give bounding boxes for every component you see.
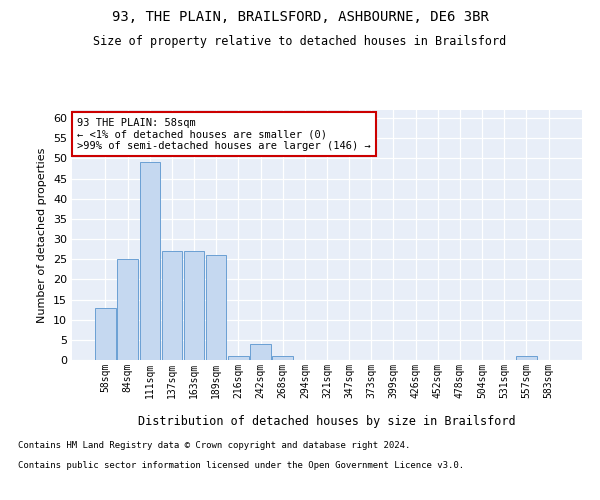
Bar: [161, 251, 182, 360]
Bar: [228, 356, 248, 360]
Bar: [184, 251, 204, 360]
Bar: [250, 344, 271, 360]
Bar: [516, 356, 536, 360]
Text: Contains HM Land Registry data © Crown copyright and database right 2024.: Contains HM Land Registry data © Crown c…: [18, 441, 410, 450]
Text: Distribution of detached houses by size in Brailsford: Distribution of detached houses by size …: [138, 415, 516, 428]
Bar: [95, 308, 116, 360]
Bar: [140, 162, 160, 360]
Bar: [206, 255, 226, 360]
Text: Contains public sector information licensed under the Open Government Licence v3: Contains public sector information licen…: [18, 461, 464, 470]
Text: 93 THE PLAIN: 58sqm
← <1% of detached houses are smaller (0)
>99% of semi-detach: 93 THE PLAIN: 58sqm ← <1% of detached ho…: [77, 118, 371, 150]
Bar: [118, 259, 138, 360]
Text: Size of property relative to detached houses in Brailsford: Size of property relative to detached ho…: [94, 35, 506, 48]
Bar: [272, 356, 293, 360]
Y-axis label: Number of detached properties: Number of detached properties: [37, 148, 47, 322]
Text: 93, THE PLAIN, BRAILSFORD, ASHBOURNE, DE6 3BR: 93, THE PLAIN, BRAILSFORD, ASHBOURNE, DE…: [112, 10, 488, 24]
